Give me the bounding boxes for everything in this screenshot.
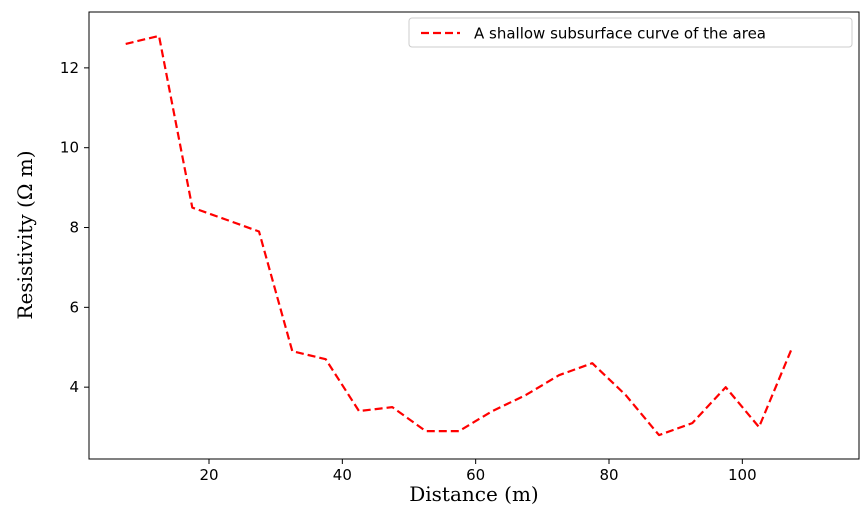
series-line-1 (125, 34, 794, 437)
series-layer (125, 34, 794, 437)
x-tick-label: 60 (466, 466, 485, 484)
y-axis-title: Resistivity (Ω m) (13, 150, 37, 319)
x-tick-label: 80 (599, 466, 618, 484)
x-tick-label: 40 (333, 466, 352, 484)
y-tick-label: 10 (60, 139, 79, 157)
y-axis-ticks: 4 6 8 10 12 (60, 59, 89, 396)
legend-box (408, 17, 853, 48)
legend: A shallow subsurface curve of the area (408, 17, 853, 48)
y-tick-label: 12 (60, 59, 79, 77)
x-tick-label: 100 (728, 466, 757, 484)
x-tick-label: 20 (199, 466, 218, 484)
y-tick-label: 6 (69, 298, 79, 316)
x-axis-title: Distance (m) (409, 482, 539, 506)
y-tick-label: 8 (69, 219, 79, 237)
plot-area-frame (88, 11, 860, 460)
legend-label-series-1: A shallow subsurface curve of the area (474, 25, 766, 43)
x-axis-ticks: 20 40 60 80 100 (199, 459, 757, 484)
y-tick-label: 4 (69, 378, 79, 396)
